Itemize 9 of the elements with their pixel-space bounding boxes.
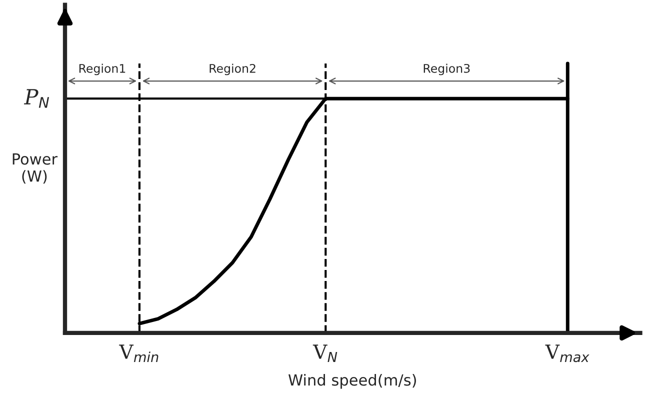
x-axis-title: Wind speed(m/s)	[288, 374, 416, 389]
text: Region3	[424, 64, 470, 76]
text: Region2	[210, 64, 256, 76]
text: Region1	[79, 64, 126, 76]
ref-line-label: P$_{N}$	[24, 89, 50, 108]
x-tick-label: V$_{min}$	[119, 344, 158, 362]
x-tick-label: V$_{N}$	[312, 344, 338, 362]
x-tick-label: V$_{max}$	[545, 344, 590, 362]
y-axis-title: Power (W)	[12, 153, 58, 184]
